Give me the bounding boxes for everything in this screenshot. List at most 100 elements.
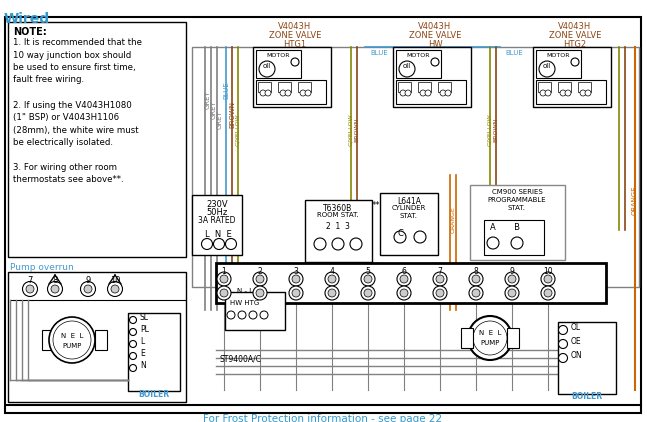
Text: 9: 9 [85,276,91,285]
Circle shape [220,289,228,297]
Circle shape [508,275,516,283]
Bar [253,47,331,107]
Circle shape [291,58,299,66]
Bar [536,50,581,78]
Circle shape [325,272,339,286]
Bar [538,82,551,92]
Circle shape [425,90,431,96]
Circle shape [487,237,499,249]
Circle shape [445,90,451,96]
Text: be electrically isolated.: be electrically isolated. [13,138,113,147]
Circle shape [217,286,231,300]
Text: thermostats see above**.: thermostats see above**. [13,176,124,184]
Text: G/YELLOW: G/YELLOW [236,114,241,146]
Circle shape [544,289,552,297]
Text: 1. It is recommended that the: 1. It is recommended that the [13,38,142,47]
Text: T6360B: T6360B [324,204,353,213]
Text: 10 way junction box should: 10 way junction box should [13,51,131,60]
Circle shape [433,272,447,286]
Text: OE: OE [571,336,582,346]
Circle shape [541,272,555,286]
Text: BLUE: BLUE [505,50,523,56]
Text: BLUE: BLUE [223,81,229,99]
Circle shape [508,289,516,297]
Text: **: ** [372,201,380,210]
Text: BROWN: BROWN [494,118,498,142]
Circle shape [560,90,566,96]
Circle shape [558,325,567,335]
Bar [192,47,639,287]
Circle shape [436,289,444,297]
Circle shape [129,352,137,360]
Text: 8: 8 [52,276,58,285]
Circle shape [472,289,480,297]
Circle shape [400,90,406,96]
Bar [8,272,186,402]
Text: 10: 10 [110,276,120,285]
Text: ORANGE: ORANGE [450,207,455,233]
Circle shape [431,58,439,66]
Text: 3A RATED: 3A RATED [198,216,236,225]
Circle shape [400,289,408,297]
Circle shape [544,275,552,283]
Circle shape [49,317,95,363]
Circle shape [226,238,237,249]
Text: BROWN: BROWN [229,102,235,129]
Text: 6: 6 [402,267,406,276]
Circle shape [51,285,59,293]
Circle shape [539,61,555,77]
Circle shape [107,281,122,297]
Circle shape [253,286,267,300]
Circle shape [420,90,426,96]
Circle shape [256,289,264,297]
Circle shape [472,275,480,283]
Text: 5: 5 [366,267,371,276]
Circle shape [84,285,92,293]
Text: 8: 8 [474,267,478,276]
Text: 2  1  3: 2 1 3 [326,222,350,231]
Circle shape [511,237,523,249]
Circle shape [292,275,300,283]
Bar [578,82,591,92]
Circle shape [540,90,546,96]
Circle shape [414,231,426,243]
Circle shape [26,285,34,293]
Text: E: E [140,349,145,357]
Text: GREY: GREY [205,91,211,109]
Circle shape [249,311,257,319]
Circle shape [220,275,228,283]
Bar [558,82,571,92]
Circle shape [328,289,336,297]
Circle shape [305,90,311,96]
Circle shape [350,238,362,250]
Text: 9: 9 [510,267,514,276]
Circle shape [361,272,375,286]
Circle shape [265,90,271,96]
Text: 3. For wiring other room: 3. For wiring other room [13,163,117,172]
Text: 7: 7 [437,267,443,276]
Bar [536,80,606,104]
Text: ZONE VALVE: ZONE VALVE [269,31,321,40]
Text: BOILER: BOILER [138,390,170,399]
Text: PL: PL [140,325,149,333]
Text: BROWN: BROWN [355,118,360,142]
Circle shape [468,316,512,360]
Circle shape [217,272,231,286]
Text: HW HTG: HW HTG [230,300,259,306]
Text: N: N [140,360,146,370]
Text: G/YELLOW: G/YELLOW [487,114,492,146]
Bar [484,220,544,255]
Text: 2. If using the V4043H1080: 2. If using the V4043H1080 [13,100,132,109]
Text: N  E  L: N E L [479,330,501,336]
Circle shape [400,275,408,283]
Text: ST9400A/C: ST9400A/C [220,355,262,364]
Text: HTG1: HTG1 [283,40,307,49]
Text: L641A: L641A [397,197,421,206]
Circle shape [201,238,212,249]
Text: MOTOR: MOTOR [546,53,570,58]
Bar [216,263,606,303]
Text: MOTOR: MOTOR [406,53,430,58]
Text: ROOM STAT.: ROOM STAT. [317,212,359,218]
Circle shape [325,286,339,300]
Text: V4043H: V4043H [558,22,591,31]
